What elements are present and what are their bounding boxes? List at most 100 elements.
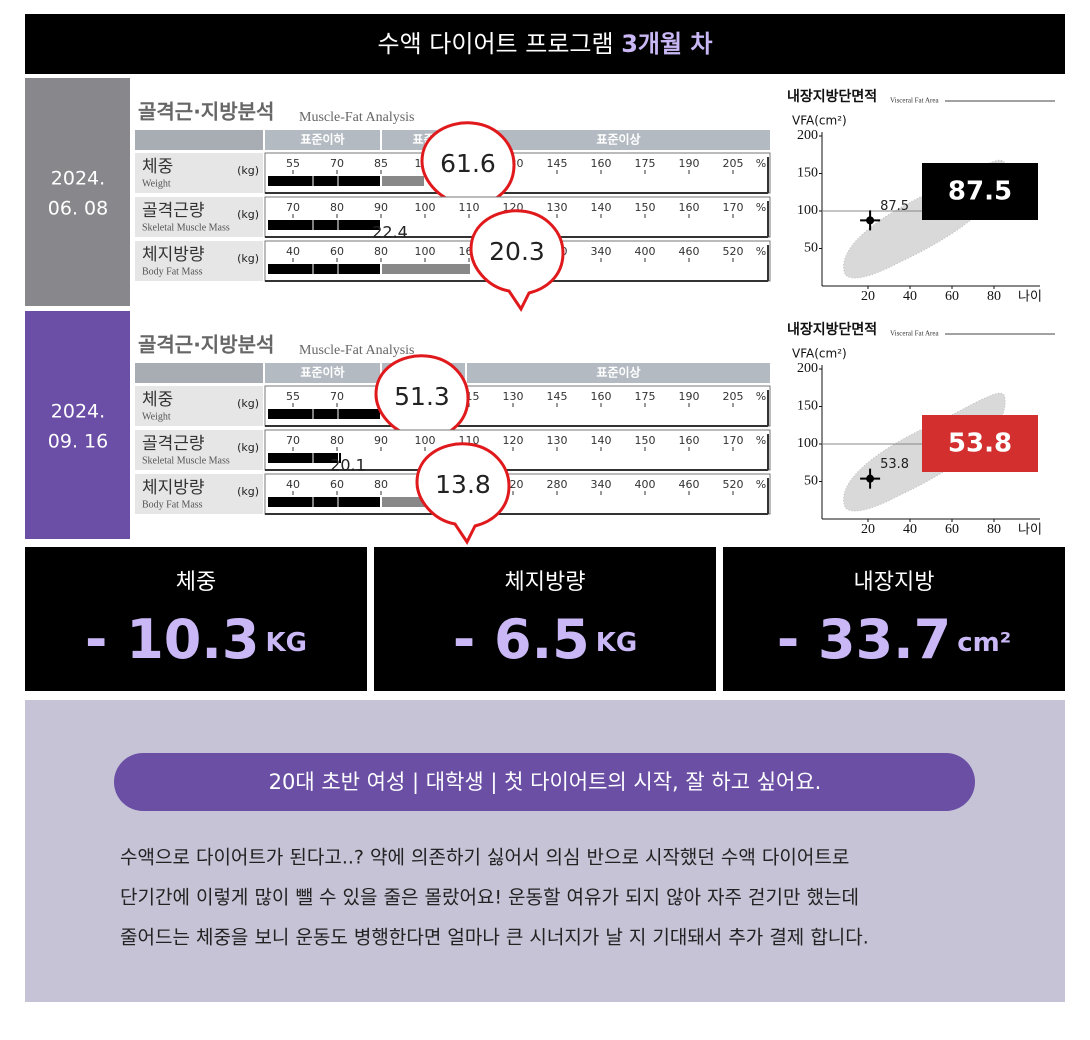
- vfa-y-tick-label: 150: [797, 166, 818, 181]
- scale-tick-label: 100: [415, 201, 436, 214]
- tag-pill: [114, 753, 975, 811]
- date-box: [25, 78, 130, 306]
- header-row-left: [135, 363, 263, 383]
- date-text: 2024.: [51, 401, 105, 423]
- vfa-y-tick-label: 100: [797, 436, 818, 451]
- scale-tick-label: 145: [547, 390, 568, 403]
- band-header: [265, 363, 380, 383]
- scale-tick-label: 190: [679, 157, 700, 170]
- header-row-left: [135, 130, 263, 150]
- row-scale-bg: [264, 429, 771, 471]
- bar-segment: [339, 453, 341, 463]
- scale-tick-label: 190: [679, 390, 700, 403]
- row-name: 체중: [142, 157, 173, 177]
- scale-tick-label: 205: [723, 157, 744, 170]
- summary-box: [374, 547, 716, 691]
- bar-segment: [268, 497, 380, 507]
- scale-tick-label: 100: [415, 245, 436, 258]
- testimonial-panel: [25, 700, 1065, 1002]
- vfa-point-label: 53.8: [880, 457, 909, 472]
- tag-text: 20대 초반 여성 | 대학생 | 첫 다이어트의 시작, 잘 하고 싶어요.: [269, 770, 822, 795]
- vfa-y-tick-label: 200: [797, 361, 818, 376]
- scale-tick-label: 340: [591, 478, 612, 491]
- row-value: 22.4: [372, 223, 408, 242]
- callout: [469, 209, 565, 312]
- row-name-en: Body Fat Mass: [142, 499, 203, 510]
- scale-tick-label: 400: [635, 478, 656, 491]
- vfa-x-tick-label: 40: [903, 289, 917, 304]
- vfa-x-tick-label: 60: [945, 289, 959, 304]
- vfa-title: 내장지방단면적: [787, 88, 877, 105]
- vfa-value-box-text: 87.5: [948, 177, 1012, 207]
- vfa-xlabel: 나이: [1018, 523, 1042, 538]
- row-unit: (kg): [237, 208, 259, 221]
- scale-tick-label: 40: [286, 478, 300, 491]
- vfa-x-tick-label: 60: [945, 522, 959, 537]
- date-text: 06. 08: [48, 198, 108, 220]
- scale-tick-label: 80: [330, 201, 344, 214]
- scale-tick-label: 70: [330, 157, 344, 170]
- summary-unit: KG: [265, 628, 307, 658]
- vfa-point: [860, 210, 881, 231]
- vfa-y-tick-label: 150: [797, 399, 818, 414]
- band-label: 표준이상: [596, 132, 640, 147]
- summary-unit: cm²: [957, 628, 1011, 658]
- band-header: [467, 130, 770, 150]
- callout: [415, 442, 511, 545]
- row-scale-bg: [264, 385, 771, 427]
- testimonial-line: 줄어드는 체중을 보니 운동도 병행한다면 얼마나 큰 시너지가 날 지 기대돼…: [120, 927, 869, 949]
- summary-box: [25, 547, 367, 691]
- scale-tick-label: 90: [374, 434, 388, 447]
- header-title: 수액 다이어트 프로그램 3개월 차: [378, 30, 713, 58]
- row-unit: (kg): [237, 164, 259, 177]
- scale-tick-label: 80: [330, 434, 344, 447]
- callout-value: 51.3: [394, 382, 450, 411]
- row-scale-bg: [264, 473, 771, 515]
- band-label: 표준이하: [300, 365, 344, 380]
- bar-segment: [268, 176, 380, 186]
- vfa-value-box: [922, 163, 1038, 220]
- summary-number: - 33.7: [777, 608, 951, 671]
- scale-tick-label: 280: [547, 478, 568, 491]
- scale-tick-label: 340: [591, 245, 612, 258]
- row-name-en: Skeletal Muscle Mass: [142, 222, 230, 233]
- vfa-point-label: 87.5: [880, 199, 909, 214]
- row-unit: (kg): [237, 485, 259, 498]
- band-header: [467, 363, 770, 383]
- date-text: 09. 16: [48, 431, 108, 453]
- band-header: [265, 130, 380, 150]
- scale-tick-label: 145: [547, 157, 568, 170]
- vfa-x-tick-label: 80: [987, 289, 1001, 304]
- bar-segment: [382, 497, 425, 507]
- scale-tick-label: 90: [374, 201, 388, 214]
- scale-tick-label: 70: [330, 390, 344, 403]
- row-label-bg: [135, 241, 263, 281]
- testimonial-line: 단기간에 이렇게 많이 뺄 수 있을 줄은 몰랐어요! 운동할 여유가 되지 않…: [120, 887, 859, 909]
- scale-tick-label: 175: [635, 390, 656, 403]
- summary-label: 체지방량: [505, 570, 586, 595]
- date-box: [25, 311, 130, 539]
- callout-value: 20.3: [489, 237, 545, 266]
- vfa-point: [860, 468, 881, 489]
- summary-label: 체중: [176, 570, 216, 595]
- scale-percent: %: [756, 245, 766, 258]
- scale-tick-label: 140: [591, 201, 612, 214]
- scale-tick-label: 160: [591, 390, 612, 403]
- vfa-y-tick-label: 100: [797, 203, 818, 218]
- vfa-subtitle: Visceral Fat Area: [890, 330, 939, 338]
- scale-tick-label: 80: [374, 245, 388, 258]
- scale-tick-label: 175: [635, 157, 656, 170]
- summary-value: - 33.7 cm²: [777, 608, 1011, 671]
- scale-tick-label: 205: [723, 390, 744, 403]
- scale-tick-label: 40: [286, 245, 300, 258]
- bar-segment: [268, 409, 380, 419]
- vfa-subtitle: Visceral Fat Area: [890, 97, 939, 105]
- summary-label: 내장지방: [854, 570, 935, 595]
- scale-tick-label: 130: [503, 390, 524, 403]
- scale-tick-label: 70: [286, 201, 300, 214]
- row-name: 체지방량: [142, 245, 205, 265]
- header-bar: [25, 14, 1065, 74]
- callout-value: 13.8: [435, 470, 491, 499]
- scale-tick-label: 85: [374, 157, 388, 170]
- row-name-en: Weight: [142, 178, 171, 189]
